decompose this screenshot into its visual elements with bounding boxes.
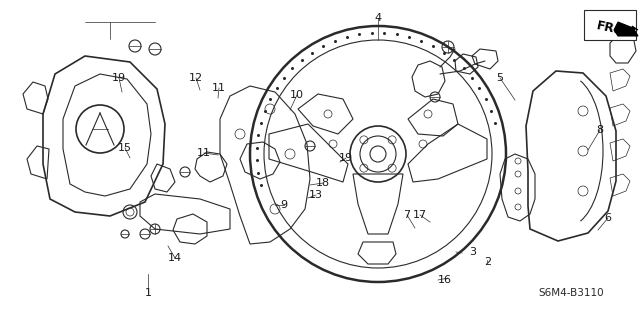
Text: 16: 16 bbox=[438, 275, 452, 285]
Text: 19: 19 bbox=[112, 73, 126, 83]
Text: 1: 1 bbox=[145, 288, 152, 298]
Text: 9: 9 bbox=[280, 200, 287, 210]
Text: 8: 8 bbox=[596, 125, 604, 135]
Text: 11: 11 bbox=[212, 83, 226, 93]
Text: 5: 5 bbox=[497, 73, 504, 83]
Text: 14: 14 bbox=[168, 253, 182, 263]
Text: 7: 7 bbox=[403, 210, 411, 220]
Polygon shape bbox=[614, 22, 638, 36]
Text: 6: 6 bbox=[605, 213, 611, 223]
Text: 13: 13 bbox=[309, 190, 323, 200]
Text: 10: 10 bbox=[290, 90, 304, 100]
Text: 17: 17 bbox=[413, 210, 427, 220]
Text: 18: 18 bbox=[316, 178, 330, 188]
Text: 19: 19 bbox=[339, 153, 353, 163]
Text: 4: 4 bbox=[374, 13, 381, 23]
Text: 2: 2 bbox=[484, 257, 491, 267]
Text: 3: 3 bbox=[469, 247, 476, 257]
Text: FR.: FR. bbox=[595, 19, 620, 37]
Text: 12: 12 bbox=[189, 73, 203, 83]
Text: 11: 11 bbox=[197, 148, 211, 158]
Text: S6M4-B3110: S6M4-B3110 bbox=[538, 288, 604, 298]
Text: 15: 15 bbox=[118, 143, 132, 153]
FancyBboxPatch shape bbox=[584, 10, 636, 40]
